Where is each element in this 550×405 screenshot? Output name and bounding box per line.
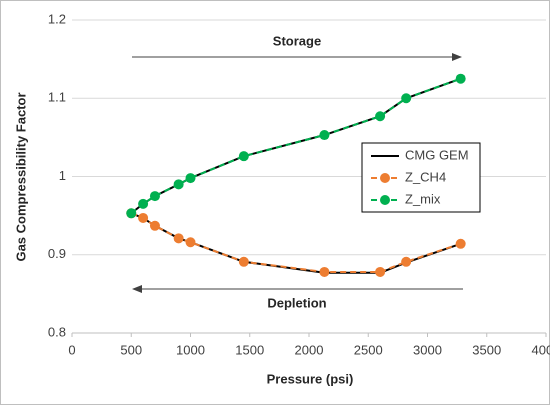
point [319, 266, 330, 277]
legend-label: CMG GEM [405, 147, 469, 162]
series-line [130, 212, 461, 273]
point [185, 173, 196, 184]
x-tick-label: 3500 [472, 342, 501, 357]
point [401, 93, 412, 104]
x-tick-label: 2500 [354, 342, 383, 357]
x-tick-label: 1000 [176, 342, 205, 357]
point [173, 179, 184, 190]
legend-marker [380, 173, 390, 183]
x-axis-label: Pressure (psi) [267, 371, 354, 386]
point [138, 198, 149, 209]
legend-marker [380, 195, 390, 205]
legend-label: Z_mix [405, 191, 441, 206]
point [126, 208, 137, 219]
y-tick-label: 0.8 [48, 324, 66, 339]
point [238, 151, 249, 162]
point [185, 237, 196, 248]
x-tick-label: 500 [120, 342, 142, 357]
x-tick-label: 4000 [532, 342, 550, 357]
y-tick-label: 1 [59, 168, 66, 183]
point [149, 191, 160, 202]
annotation: Depletion [267, 295, 326, 310]
point [401, 256, 412, 267]
y-tick-label: 1.2 [48, 11, 66, 26]
x-tick-label: 1500 [235, 342, 264, 357]
point [173, 233, 184, 244]
point [375, 266, 386, 277]
series-line [130, 77, 462, 215]
point [149, 220, 160, 231]
point [138, 212, 149, 223]
point [455, 73, 466, 84]
x-tick-label: 3000 [413, 342, 442, 357]
point [455, 238, 466, 249]
point [319, 130, 330, 141]
x-tick-label: 2000 [295, 342, 324, 357]
y-tick-label: 1.1 [48, 90, 66, 105]
point [375, 111, 386, 122]
legend-label: Z_CH4 [405, 169, 446, 184]
annotation: Storage [273, 33, 321, 48]
point [238, 256, 249, 267]
y-tick-label: 0.9 [48, 246, 66, 261]
y-axis-label: Gas Compressibility Factor [13, 92, 28, 261]
x-tick-label: 0 [68, 342, 75, 357]
